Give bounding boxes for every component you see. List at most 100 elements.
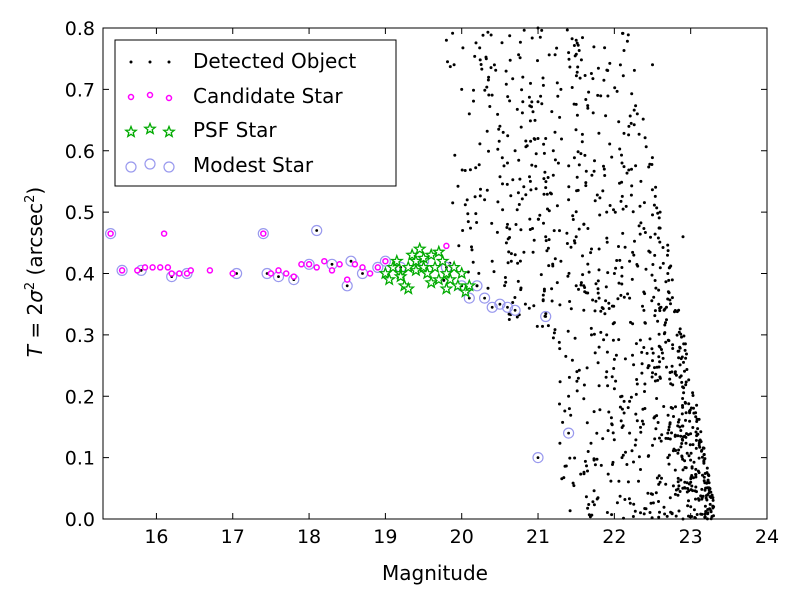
detected-object-point	[653, 232, 657, 236]
detected-object-point	[617, 479, 621, 483]
detected-object-point	[524, 139, 528, 143]
detected-object-point	[706, 508, 710, 511]
detected-object-point	[576, 188, 580, 192]
detected-object-point	[676, 476, 680, 480]
modest-star-center	[506, 305, 509, 309]
detected-object-point	[651, 63, 654, 67]
detected-object-point	[511, 77, 515, 81]
detected-object-point	[544, 180, 548, 184]
detected-object-point	[652, 203, 656, 207]
detected-object-point	[665, 514, 669, 518]
detected-object-point	[684, 441, 688, 445]
detected-object-point	[587, 513, 591, 517]
detected-object-point	[622, 399, 626, 403]
detected-object-point	[514, 223, 518, 226]
detected-object-point	[545, 192, 549, 196]
detected-object-point	[567, 57, 571, 61]
detected-object-point	[700, 448, 704, 452]
detected-object-point	[575, 389, 579, 393]
detected-object-point	[658, 240, 662, 244]
detected-object-point	[573, 336, 577, 340]
detected-object-point	[586, 506, 590, 510]
detected-object-point	[641, 407, 645, 411]
detected-object-point	[688, 419, 692, 423]
detected-object-point	[596, 66, 600, 70]
detected-object-point	[596, 361, 600, 365]
detected-object-point	[619, 199, 623, 203]
detected-object-point	[639, 511, 642, 515]
detected-object-point	[611, 322, 615, 326]
detected-object-point	[608, 61, 612, 65]
detected-object-point	[591, 298, 595, 302]
detected-object-point	[611, 431, 615, 435]
detected-object-point	[680, 437, 684, 441]
modest-star-center	[315, 229, 319, 232]
detected-object-point	[621, 207, 625, 211]
detected-object-point	[589, 326, 593, 330]
detected-object-point	[618, 63, 622, 67]
detected-object-point	[627, 168, 631, 172]
detected-object-point	[614, 379, 618, 383]
detected-object-point	[536, 59, 539, 63]
detected-object-point	[595, 431, 599, 435]
detected-object-point	[666, 437, 670, 440]
modest-star-center	[467, 296, 471, 300]
detected-object-point	[589, 251, 593, 255]
detected-object-point	[565, 231, 569, 235]
candidate-star-point	[336, 261, 343, 268]
detected-object-point	[656, 378, 660, 382]
psf-star-point	[454, 266, 469, 280]
detected-object-point	[492, 270, 496, 274]
detected-object-point	[584, 181, 588, 185]
detected-object-point	[644, 267, 648, 271]
detected-object-point	[461, 229, 465, 232]
detected-object-point	[490, 93, 494, 97]
detected-object-point	[552, 229, 556, 233]
detected-object-point	[456, 184, 460, 188]
detected-object-point	[672, 447, 676, 451]
detected-object-point	[541, 76, 545, 80]
detected-object-point	[558, 380, 562, 384]
detected-object-point	[617, 245, 620, 248]
detected-object-point	[620, 407, 624, 411]
detected-object-point	[650, 375, 654, 379]
detected-object-point	[674, 373, 678, 377]
detected-object-point	[601, 189, 605, 193]
detected-object-point	[642, 308, 646, 312]
detected-object-point	[553, 328, 557, 332]
detected-object-point	[604, 114, 608, 118]
detected-object-point	[667, 428, 671, 432]
detected-object-point	[553, 53, 557, 57]
detected-object-point	[575, 41, 579, 45]
legend-label-modest: Modest Star	[193, 153, 314, 177]
detected-object-point	[606, 429, 610, 433]
candidate-star-point	[443, 242, 450, 250]
modest-star-point	[532, 452, 544, 464]
y-tick-label: 0.8	[65, 18, 95, 40]
detected-object-point	[605, 350, 609, 354]
detected-object-point	[664, 436, 668, 440]
detected-object-point	[518, 177, 522, 181]
detected-object-point	[671, 484, 675, 488]
detected-object-point	[622, 295, 626, 299]
detected-object-point	[558, 115, 562, 119]
detected-object-point	[506, 134, 510, 138]
detected-object-point	[671, 383, 675, 387]
detected-object-point	[550, 299, 554, 303]
detected-object-point	[506, 95, 510, 99]
candidate-star-point	[359, 264, 366, 271]
detected-object-point	[501, 208, 505, 212]
legend-symbol-detected	[129, 60, 171, 64]
detected-object-point	[681, 397, 685, 400]
detected-object-point	[684, 383, 688, 387]
detected-object-point	[638, 232, 642, 236]
detected-object-point	[473, 54, 477, 58]
detected-object-point	[635, 419, 639, 423]
detected-object-point	[670, 364, 674, 368]
detected-object-point	[643, 321, 647, 325]
detected-object-point	[635, 378, 639, 381]
detected-object-point	[610, 155, 614, 159]
detected-object-point	[490, 221, 494, 225]
detected-object-point	[657, 344, 661, 348]
detected-object-point	[593, 199, 597, 203]
